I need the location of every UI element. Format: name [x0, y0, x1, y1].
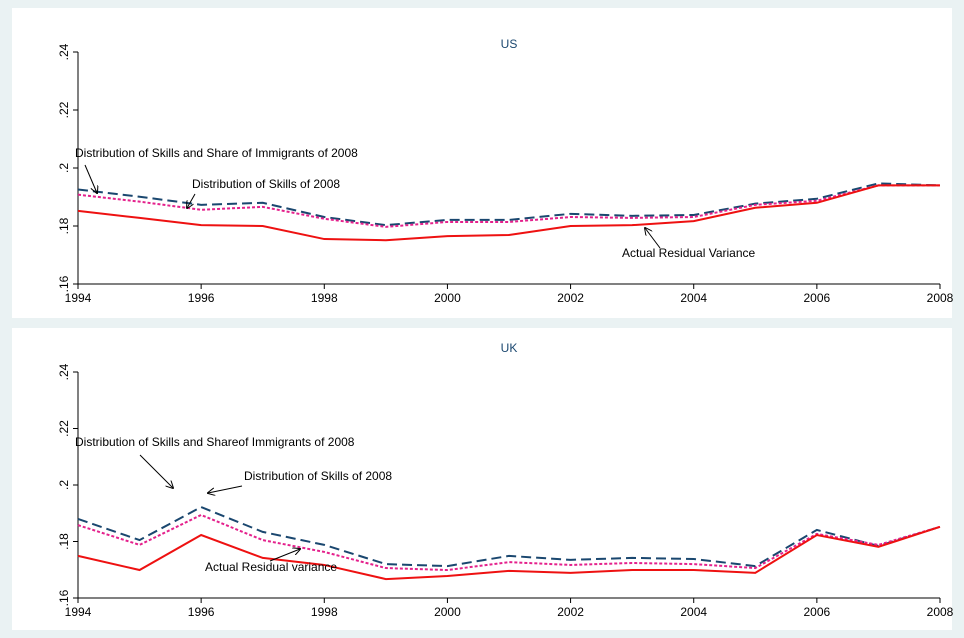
x-tick-label: 2006 — [804, 291, 831, 305]
annotation-arrow — [139, 454, 173, 488]
x-tick-label: 1998 — [311, 291, 338, 305]
annotation-arrow — [645, 228, 661, 249]
chart-title: US — [501, 37, 518, 51]
x-tick-label: 1996 — [188, 605, 215, 619]
x-tick-label: 1994 — [65, 291, 92, 305]
x-tick-label: 2008 — [927, 605, 954, 619]
y-tick-label: .24 — [57, 43, 71, 60]
annotation-arrow — [269, 549, 300, 562]
x-tick-label: 2002 — [557, 291, 584, 305]
series-line — [77, 513, 941, 572]
y-tick-label: .2 — [57, 480, 71, 490]
x-tick-label: 2004 — [680, 291, 707, 305]
annotation-arrow — [84, 164, 97, 193]
x-tick-label: 2000 — [434, 605, 461, 619]
x-tick-label: 2002 — [557, 605, 584, 619]
series-line — [77, 182, 941, 227]
chart-title: UK — [501, 341, 518, 355]
y-tick-label: .16 — [57, 589, 71, 606]
annotation: Distribution of Skills of 2008 — [244, 469, 392, 483]
y-tick-label: .18 — [57, 533, 71, 550]
x-tick-label: 2006 — [804, 605, 831, 619]
x-tick-label: 2004 — [680, 605, 707, 619]
x-tick-label: 2008 — [927, 291, 954, 305]
panel — [12, 328, 952, 630]
series-line — [77, 505, 941, 568]
panel — [12, 8, 952, 318]
y-tick-label: .22 — [57, 101, 71, 118]
annotation-arrow — [208, 485, 243, 493]
x-tick-label: 1998 — [311, 605, 338, 619]
y-tick-label: .16 — [57, 275, 71, 292]
annotation: Distribution of Skills of 2008 — [192, 177, 340, 191]
x-tick-label: 2000 — [434, 291, 461, 305]
annotation: Actual Residual Variance — [622, 246, 756, 260]
y-tick-label: .22 — [57, 420, 71, 437]
annotation: Distribution of Skills and Shareof Immig… — [75, 435, 355, 449]
y-tick-label: .2 — [57, 163, 71, 173]
series-line — [77, 184, 940, 242]
annotation-arrow — [187, 193, 196, 208]
x-tick-label: 1994 — [65, 605, 92, 619]
y-tick-label: .24 — [57, 363, 71, 380]
annotation: Distribution of Skills and Share of Immi… — [75, 146, 358, 160]
annotation: Actual Residual variance — [205, 560, 337, 574]
x-tick-label: 1996 — [188, 291, 215, 305]
series-line — [77, 525, 941, 581]
y-tick-label: .18 — [57, 217, 71, 234]
series-line — [77, 184, 940, 228]
